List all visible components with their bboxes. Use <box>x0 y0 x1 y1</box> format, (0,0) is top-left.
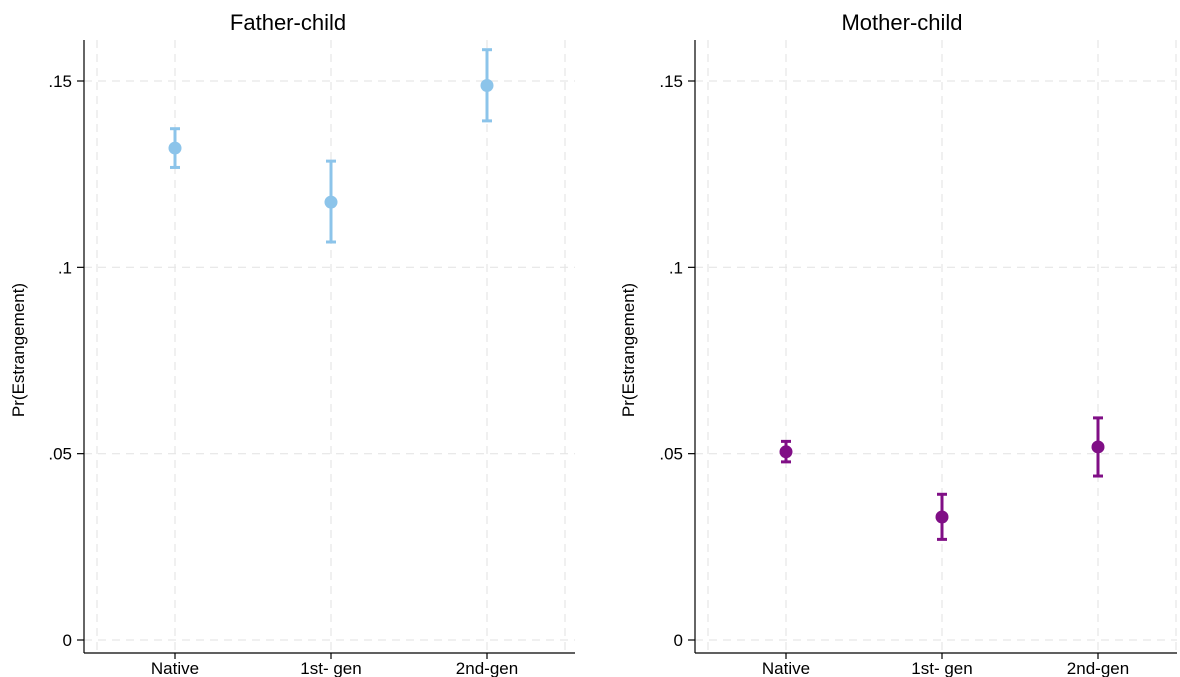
data-point <box>779 445 793 459</box>
y-tick-label: .05 <box>48 445 72 464</box>
x-tick-label: Native <box>151 659 199 677</box>
y-axis-label: Pr(Estrangement) <box>9 283 28 417</box>
y-tick-label: .1 <box>58 258 72 277</box>
panel-mother-child: Mother-child Pr(Estrangement) .15 .1 .05 0 Nat… <box>619 10 1177 677</box>
y-tick-label: .1 <box>669 258 683 277</box>
x-tick-label: 2nd-gen <box>1067 659 1129 677</box>
data-point <box>168 141 182 155</box>
data-point <box>480 78 494 92</box>
y-tick-label: 0 <box>63 631 72 650</box>
chart-title: Mother-child <box>841 10 962 35</box>
y-tick-label: 0 <box>674 631 683 650</box>
chart-title: Father-child <box>230 10 346 35</box>
panel-father-child: Father-child Pr(Estrangement) .15 .1 .05 0 Nat… <box>9 10 575 677</box>
y-tick-label: .15 <box>659 72 683 91</box>
data-point <box>1091 440 1105 454</box>
x-tick-label: Native <box>762 659 810 677</box>
y-tick-label: .15 <box>48 72 72 91</box>
x-tick-label: 2nd-gen <box>456 659 518 677</box>
data-point <box>324 195 338 209</box>
y-axis-label: Pr(Estrangement) <box>619 283 638 417</box>
x-tick-label: 1st- gen <box>911 659 972 677</box>
data-point <box>935 510 949 524</box>
x-tick-label: 1st- gen <box>300 659 361 677</box>
y-tick-label: .05 <box>659 445 683 464</box>
